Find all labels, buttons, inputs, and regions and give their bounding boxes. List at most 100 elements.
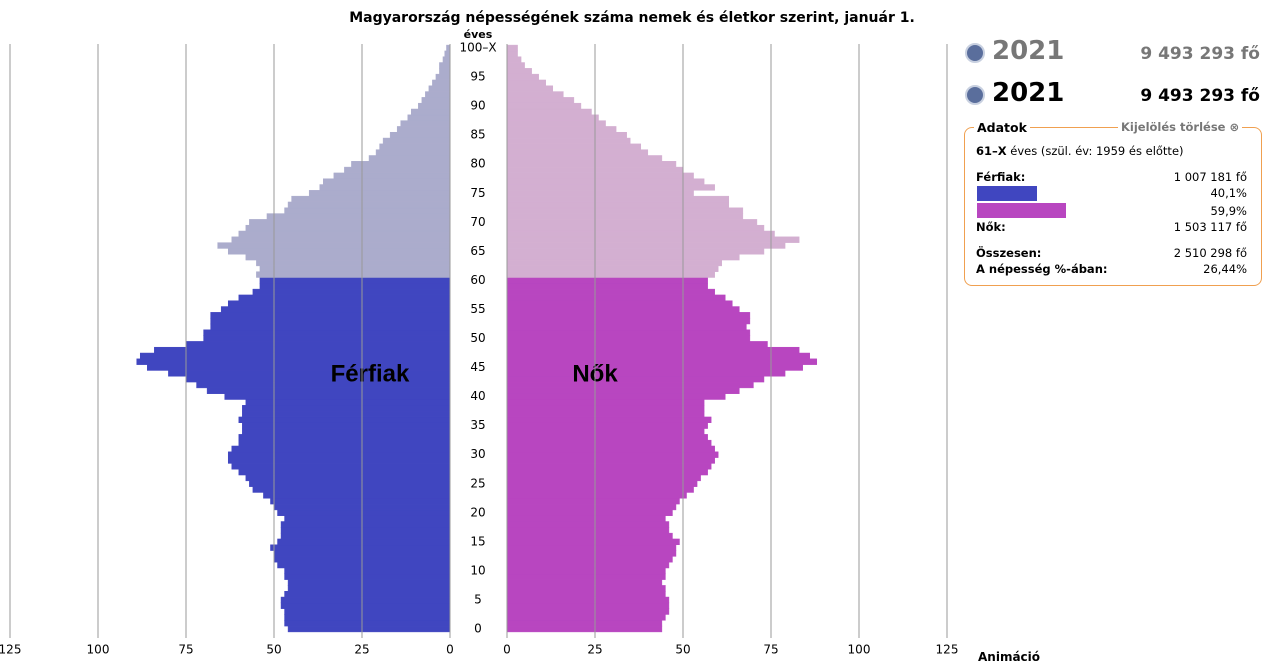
bar (506, 393, 726, 400)
y-tick-label: 15 (470, 534, 485, 548)
bar (506, 91, 564, 98)
bar (259, 265, 451, 272)
animation[interactable]: Animáció (978, 650, 1041, 664)
bar (506, 532, 673, 540)
bar (506, 108, 592, 116)
bar (439, 62, 451, 69)
label: A népesség %-ában: (976, 262, 1108, 276)
bar (506, 625, 663, 633)
bar (506, 346, 800, 354)
y-tick-label: 50 (470, 331, 485, 345)
y-tick-label: 65 (470, 244, 485, 258)
bar (231, 463, 451, 470)
bar (506, 620, 663, 627)
bar (506, 335, 751, 342)
bar (506, 323, 747, 331)
bar (206, 387, 451, 394)
bar (266, 213, 451, 220)
data-box (964, 127, 1262, 286)
bar (506, 515, 666, 522)
bar (446, 44, 451, 52)
bar (280, 602, 451, 609)
value: 1 007 181 fő (1173, 170, 1247, 184)
bar (506, 364, 803, 371)
share-bar (977, 203, 1067, 218)
x-tick-label: 50 (675, 643, 690, 657)
bar (506, 213, 744, 220)
bar (506, 120, 606, 127)
value: 26,44% (1203, 262, 1247, 276)
bar (506, 492, 687, 499)
bar (259, 283, 451, 290)
bar (421, 97, 451, 104)
y-axis-label: éves (464, 28, 493, 41)
bar (231, 445, 451, 453)
bar (506, 573, 666, 580)
bar (280, 521, 451, 528)
bar (506, 190, 694, 197)
total: 9 493 293 fő (1140, 44, 1260, 64)
bar (506, 137, 631, 145)
year: 2021 (992, 36, 1065, 66)
y-tick-label: 70 (470, 215, 485, 229)
bar (242, 428, 451, 435)
bar (506, 230, 775, 238)
bar (196, 381, 451, 389)
bar (245, 399, 451, 406)
bar (139, 352, 451, 360)
bar (506, 445, 715, 453)
bar (382, 137, 451, 145)
bar (506, 85, 554, 92)
bar (432, 79, 451, 87)
bar (506, 399, 705, 406)
bar (154, 346, 451, 354)
bar (506, 149, 649, 156)
bar (284, 590, 451, 598)
bar (368, 155, 451, 162)
bar (242, 410, 451, 418)
bar (506, 50, 518, 57)
bar (506, 265, 719, 272)
bar (506, 329, 751, 336)
bar (284, 614, 451, 621)
bar (506, 556, 673, 563)
bar (506, 358, 818, 365)
bar (249, 480, 451, 487)
bar (506, 79, 546, 87)
lock-icon (965, 85, 985, 105)
bar (210, 312, 451, 319)
x-tick-label: 125 (936, 643, 959, 657)
bar (379, 143, 451, 150)
x-tick-label: 50 (266, 643, 281, 657)
bar (506, 312, 751, 319)
lock-icon (965, 43, 985, 63)
bar (238, 434, 451, 441)
bar (506, 457, 715, 464)
y-tick-label: 95 (470, 70, 485, 84)
bar (506, 486, 694, 493)
bar (506, 434, 708, 441)
clear-text[interactable]: Kijelölés törlése (1121, 120, 1226, 134)
bar (506, 131, 627, 139)
bar (506, 509, 673, 516)
clear-selection[interactable]: Kijelölés törlése ⊗ (1118, 120, 1243, 134)
bar (506, 585, 666, 592)
bar (506, 184, 715, 191)
bar (287, 585, 451, 592)
bar (287, 201, 451, 209)
y-tick-label: 80 (470, 157, 485, 171)
bar (506, 68, 532, 75)
bar (245, 474, 451, 482)
bar (506, 242, 786, 249)
bar (506, 143, 642, 150)
bar (284, 608, 451, 615)
bar (407, 114, 451, 121)
bar (506, 207, 744, 214)
bar (287, 625, 451, 633)
x-tick-label: 0 (503, 643, 511, 657)
bar (252, 288, 451, 296)
y-tick-label: 100–X (459, 41, 496, 55)
x-tick-label: 25 (354, 643, 369, 657)
x-tick-label: 100 (87, 643, 110, 657)
x-tick-label: 0 (446, 643, 454, 657)
